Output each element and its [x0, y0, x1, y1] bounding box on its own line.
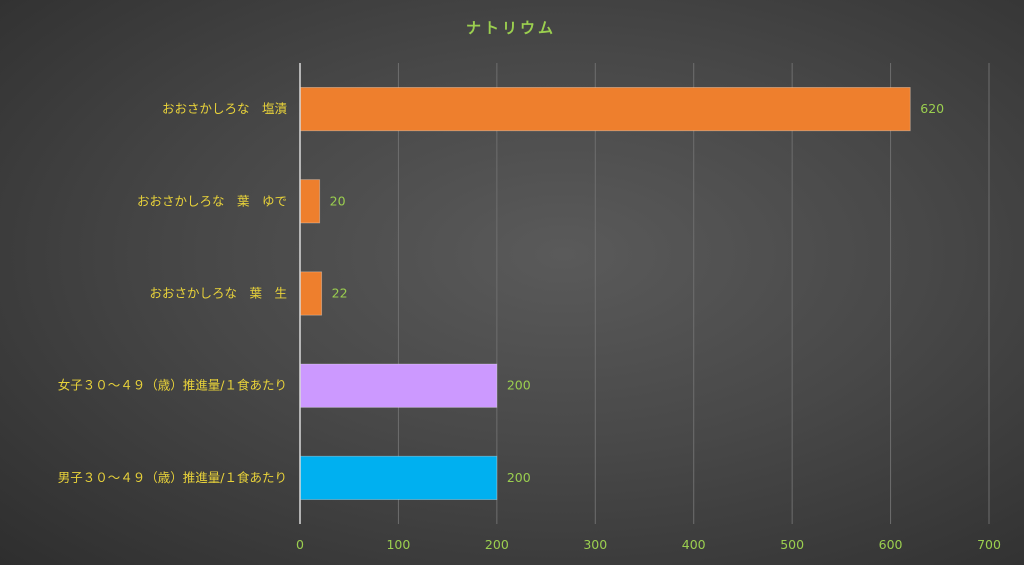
data-label: 620 — [920, 101, 944, 116]
x-tick-label: 600 — [879, 537, 903, 552]
bar — [299, 271, 323, 316]
bar — [299, 87, 911, 132]
x-tick-label: 700 — [977, 537, 1001, 552]
x-tick-labels: 0 100 200 300 400 500 600 700 — [296, 537, 1001, 552]
bars — [299, 87, 911, 500]
bar — [299, 363, 498, 408]
data-label: 22 — [332, 286, 348, 301]
x-tick-label: 500 — [780, 537, 804, 552]
category-label: おおさかしろな 葉 生 — [149, 286, 287, 301]
x-tick-label: 400 — [682, 537, 706, 552]
x-tick-label: 200 — [485, 537, 509, 552]
gridlines — [397, 63, 990, 524]
data-labels: 620 20 22 200 200 — [330, 101, 944, 485]
data-label: 200 — [507, 470, 531, 485]
x-tick-label: 100 — [386, 537, 410, 552]
data-label: 200 — [507, 378, 531, 393]
chart-title: ナトリウム — [466, 19, 556, 37]
x-tick-label: 300 — [583, 537, 607, 552]
category-label: 男子３０～４９（歳）推進量/１食あたり — [58, 470, 287, 485]
category-label: おおさかしろな 塩漬 — [162, 101, 288, 116]
bar — [299, 179, 321, 224]
category-label: おおさかしろな 葉 ゆで — [137, 193, 287, 208]
x-tick-label: 0 — [296, 537, 304, 552]
bar — [299, 455, 498, 500]
data-label: 20 — [330, 193, 346, 208]
category-label: 女子３０～４９（歳）推進量/１食あたり — [58, 378, 287, 393]
